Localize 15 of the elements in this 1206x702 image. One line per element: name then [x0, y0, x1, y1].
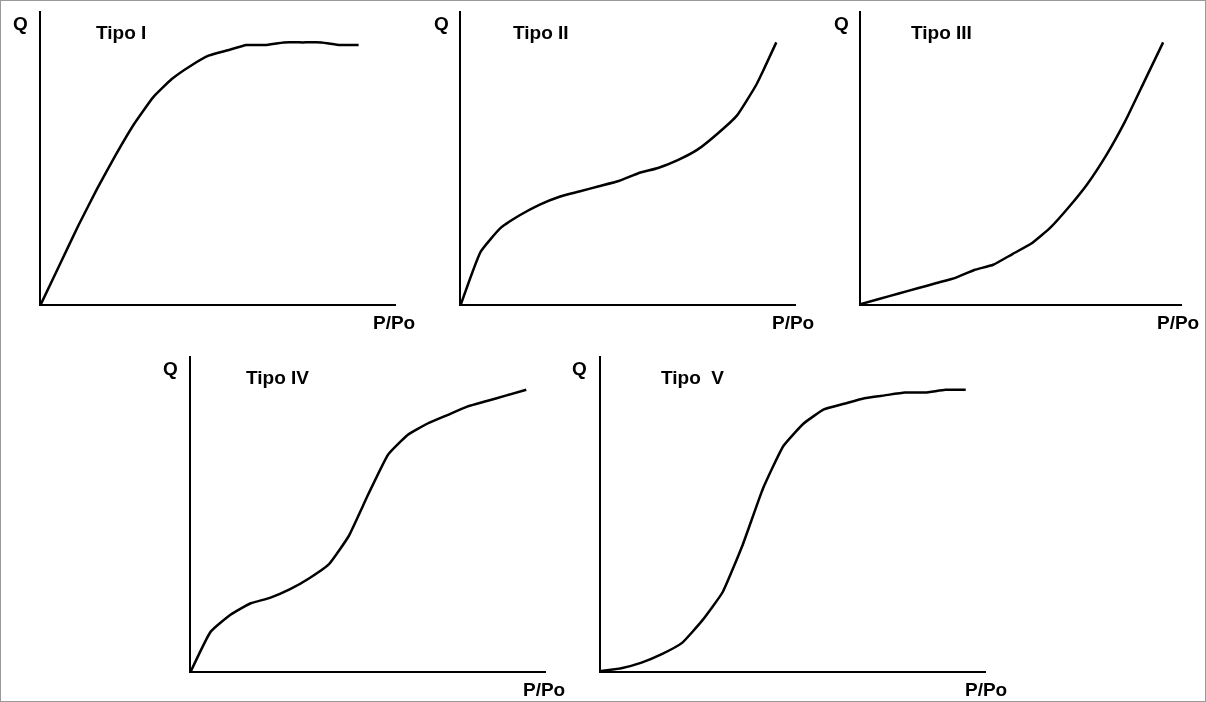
x-axis-title: P/Po: [1157, 312, 1200, 333]
y-axis-title: Q: [434, 13, 449, 34]
y-axis-title: Q: [572, 358, 587, 379]
x-axis-title: P/Po: [772, 312, 815, 333]
y-axis-title: Q: [834, 13, 849, 34]
chart-title: Tipo III: [911, 22, 972, 43]
x-axis-title: P/Po: [523, 679, 566, 700]
x-axis-title: P/Po: [373, 312, 416, 333]
y-axis-title: Q: [13, 13, 28, 34]
chart-title: Tipo II: [513, 22, 569, 43]
y-axis-title: Q: [163, 358, 178, 379]
chart-title: Tipo I: [96, 22, 147, 43]
x-axis-title: P/Po: [965, 679, 1008, 700]
chart-title: Tipo IV: [246, 367, 310, 388]
chart-title: Tipo V: [661, 367, 725, 388]
